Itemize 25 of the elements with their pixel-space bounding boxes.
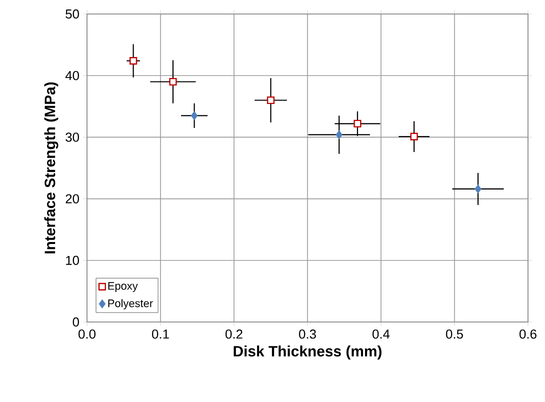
y-tick-label: 30 xyxy=(66,132,79,142)
point xyxy=(410,132,418,140)
x-tick-label: 0.4 xyxy=(372,330,390,339)
x-tick-label: 0.3 xyxy=(299,330,316,339)
point xyxy=(354,120,362,128)
y-tick-label: 0 xyxy=(72,317,79,327)
x-tick-label: 0.0 xyxy=(78,330,96,339)
x-tick-label: 0.2 xyxy=(226,330,242,339)
y-tick-label: 10 xyxy=(66,256,79,265)
x-tick-label: 0.5 xyxy=(446,330,463,339)
x-axis-title: Disk Thickness (mm) xyxy=(234,346,382,360)
point xyxy=(130,57,138,65)
y-tick-label: 50 xyxy=(66,9,79,19)
legend-label: Epoxy xyxy=(108,282,138,292)
legend-label: Polyester xyxy=(108,299,153,310)
point xyxy=(336,130,342,139)
y-tick-label: 40 xyxy=(65,71,79,80)
point xyxy=(169,78,177,86)
point xyxy=(266,96,275,104)
y-tick-label: 20 xyxy=(66,194,79,204)
y-axis-title: Interface Strength (MPa) xyxy=(44,82,58,254)
point xyxy=(474,184,482,194)
point xyxy=(191,111,198,120)
x-tick-label: 0.1 xyxy=(152,330,169,339)
x-tick-label: 0.6 xyxy=(520,330,536,339)
